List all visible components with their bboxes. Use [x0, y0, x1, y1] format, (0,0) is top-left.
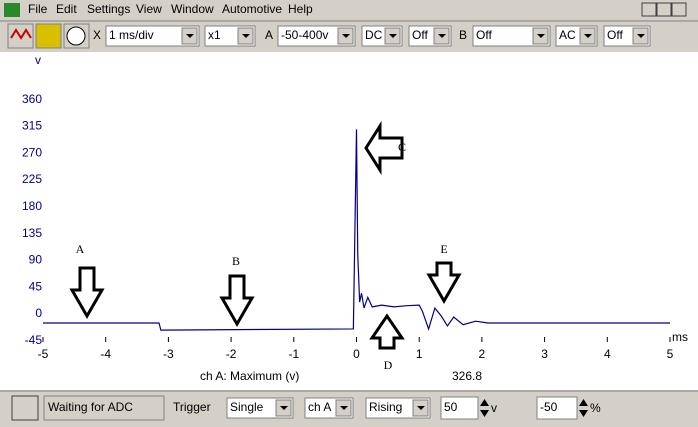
b-extra-select-text: Off — [607, 28, 623, 42]
dropdown-arrow — [389, 34, 397, 38]
status-box — [43, 395, 165, 421]
y-tick-label: 225 — [22, 172, 42, 186]
menu-item[interactable]: Window — [171, 2, 214, 16]
menu-item[interactable]: Automotive — [222, 2, 282, 16]
dropdown-arrow — [340, 406, 348, 410]
annotation-arrow — [364, 120, 404, 176]
trigger-edge-select-text: Rising — [369, 400, 402, 414]
y-tick-label: 315 — [22, 119, 42, 133]
x-tick-label: -3 — [163, 347, 174, 361]
annotation-arrow — [369, 313, 405, 350]
annotation: A — [76, 242, 85, 256]
dropdown-arrow — [637, 34, 645, 38]
threshold-text: 50 — [444, 400, 458, 414]
annotation-arrow — [219, 274, 255, 328]
timebase-select-text: 1 ms/div — [109, 28, 154, 42]
b-label: B — [459, 28, 467, 42]
signal-line — [43, 129, 670, 331]
annotation: E — [440, 242, 447, 256]
status-text: Waiting for ADC — [48, 400, 133, 414]
a-coupling-select-text: DC — [365, 28, 383, 42]
threshold-unit: v — [491, 401, 497, 415]
dropdown-arrow — [242, 34, 250, 38]
b-range-select-text: Off — [476, 28, 492, 42]
pre-trigger-text: -50 — [540, 400, 558, 414]
x-label: X — [93, 28, 101, 42]
annotation: D — [384, 358, 393, 372]
x-tick-label: -4 — [100, 347, 111, 361]
b-range-select[interactable] — [472, 25, 551, 47]
dropdown-arrow — [438, 34, 446, 38]
x-tick-label: 1 — [416, 347, 423, 361]
y-tick-label: 45 — [29, 279, 43, 293]
x-tick-label: -1 — [288, 347, 299, 361]
x-tick-label: 4 — [604, 347, 611, 361]
dropdown-arrow — [584, 34, 592, 38]
trigger-mode-select-text: Single — [230, 400, 264, 414]
annotation-arrow — [426, 261, 462, 305]
y-tick-label: 180 — [22, 199, 42, 213]
x-tick-label: 3 — [541, 347, 548, 361]
window-button[interactable] — [656, 2, 672, 17]
spinner[interactable] — [579, 399, 588, 417]
trigger-label: Trigger — [173, 400, 211, 414]
dropdown-arrow — [537, 34, 545, 38]
a-range-select-text: -50-400v — [281, 28, 328, 42]
annotation: B — [232, 254, 240, 268]
menu-item[interactable]: Edit — [56, 2, 77, 16]
dropdown-arrow — [280, 406, 288, 410]
a-label: A — [265, 28, 273, 42]
y-axis-label: v — [35, 53, 41, 67]
spinner[interactable] — [480, 399, 489, 417]
tool-dial-icon — [66, 26, 86, 46]
pre-trigger-input[interactable] — [536, 396, 578, 420]
x-tick-label: 0 — [353, 347, 360, 361]
dropdown-arrow — [342, 34, 350, 38]
y-tick-label: -45 — [25, 333, 43, 347]
window-button[interactable] — [671, 2, 687, 17]
measurement-value: 326.8 — [452, 369, 482, 383]
annotation: C — [398, 140, 406, 154]
x-axis-label: ms — [672, 330, 688, 344]
plot-area — [0, 52, 698, 390]
run-button[interactable] — [11, 395, 39, 421]
dropdown-arrow — [186, 34, 194, 38]
menu-item[interactable]: Settings — [87, 2, 130, 16]
x-tick-label: -5 — [38, 347, 49, 361]
menu-item[interactable]: View — [136, 2, 162, 16]
y-tick-label: 0 — [35, 306, 42, 320]
x-tick-label: 5 — [667, 347, 674, 361]
b-coupling-select-text: AC — [559, 28, 576, 42]
dropdown-arrow — [417, 406, 425, 410]
a-extra-select-text: Off — [412, 28, 428, 42]
menu-item[interactable]: Help — [288, 2, 313, 16]
y-tick-label: 270 — [22, 145, 42, 159]
annotation-arrow — [69, 266, 105, 320]
y-tick-label: 135 — [22, 226, 42, 240]
threshold-input[interactable] — [440, 396, 479, 420]
window-button[interactable] — [641, 2, 657, 17]
pre-trigger-unit: % — [590, 401, 601, 415]
menu-item[interactable]: File — [28, 2, 48, 16]
tool-meter[interactable] — [35, 23, 62, 49]
measurement-label: ch A: Maximum (v) — [200, 369, 299, 383]
zoom-select-text: x1 — [208, 28, 221, 42]
x-tick-label: 2 — [479, 347, 486, 361]
app-icon — [4, 3, 20, 17]
tool-scope-icon — [10, 28, 32, 40]
a-range-select[interactable] — [277, 25, 356, 47]
timebase-select[interactable] — [105, 25, 200, 47]
x-tick-label: -2 — [226, 347, 237, 361]
y-tick-label: 360 — [22, 92, 42, 106]
trigger-channel-select-text: ch A — [308, 400, 331, 414]
y-tick-label: 90 — [29, 253, 43, 267]
